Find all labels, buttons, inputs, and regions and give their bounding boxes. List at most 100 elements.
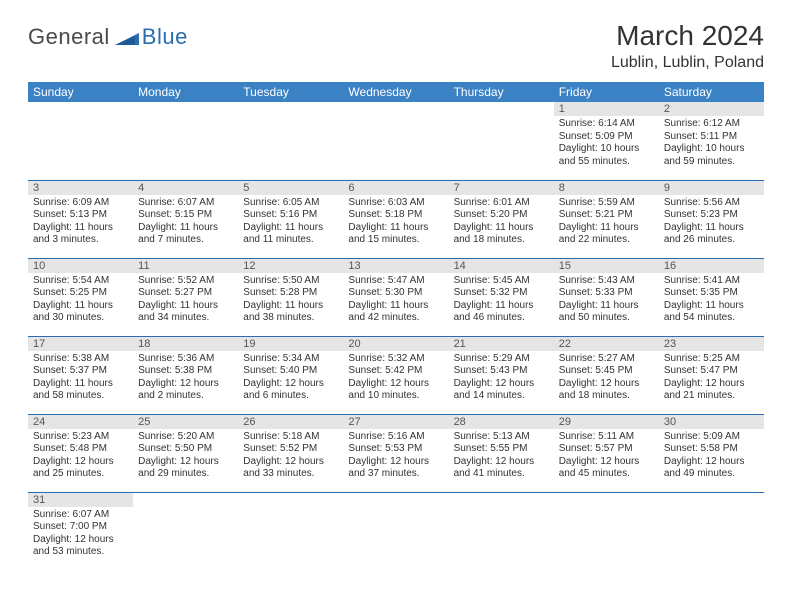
calendar-cell: 24Sunrise: 5:23 AMSunset: 5:48 PMDayligh…: [28, 414, 133, 492]
day-number: 3: [28, 181, 133, 195]
sunrise-text: Sunrise: 5:23 AM: [33, 431, 128, 444]
daylight-text: Daylight: 11 hours and 38 minutes.: [243, 300, 338, 325]
calendar-cell: 2Sunrise: 6:12 AMSunset: 5:11 PMDaylight…: [659, 102, 764, 180]
sunrise-text: Sunrise: 5:52 AM: [138, 275, 233, 288]
daylight-text: Daylight: 11 hours and 42 minutes.: [348, 300, 443, 325]
calendar-cell: 29Sunrise: 5:11 AMSunset: 5:57 PMDayligh…: [554, 414, 659, 492]
day-content: Sunrise: 6:09 AMSunset: 5:13 PMDaylight:…: [28, 195, 133, 251]
sunrise-text: Sunrise: 6:09 AM: [33, 197, 128, 210]
sunset-text: Sunset: 5:38 PM: [138, 365, 233, 378]
day-content: Sunrise: 6:07 AMSunset: 7:00 PMDaylight:…: [28, 507, 133, 563]
calendar-cell: 30Sunrise: 5:09 AMSunset: 5:58 PMDayligh…: [659, 414, 764, 492]
day-content: Sunrise: 5:47 AMSunset: 5:30 PMDaylight:…: [343, 273, 448, 329]
sunrise-text: Sunrise: 6:14 AM: [559, 118, 654, 131]
sunrise-text: Sunrise: 5:47 AM: [348, 275, 443, 288]
sunrise-text: Sunrise: 6:07 AM: [138, 197, 233, 210]
sunrise-text: Sunrise: 5:56 AM: [664, 197, 759, 210]
sunrise-text: Sunrise: 5:13 AM: [454, 431, 549, 444]
day-number: 31: [28, 493, 133, 507]
day-number: 19: [238, 337, 343, 351]
calendar-cell: 20Sunrise: 5:32 AMSunset: 5:42 PMDayligh…: [343, 336, 448, 414]
day-content: Sunrise: 5:59 AMSunset: 5:21 PMDaylight:…: [554, 195, 659, 251]
sunrise-text: Sunrise: 5:29 AM: [454, 353, 549, 366]
sunset-text: Sunset: 5:42 PM: [348, 365, 443, 378]
sunrise-text: Sunrise: 5:25 AM: [664, 353, 759, 366]
daylight-text: Daylight: 11 hours and 30 minutes.: [33, 300, 128, 325]
calendar-cell: 3Sunrise: 6:09 AMSunset: 5:13 PMDaylight…: [28, 180, 133, 258]
day-number: 29: [554, 415, 659, 429]
daylight-text: Daylight: 11 hours and 7 minutes.: [138, 222, 233, 247]
day-content: Sunrise: 5:13 AMSunset: 5:55 PMDaylight:…: [449, 429, 554, 485]
sunrise-text: Sunrise: 5:16 AM: [348, 431, 443, 444]
sunrise-text: Sunrise: 5:41 AM: [664, 275, 759, 288]
calendar-cell: 31Sunrise: 6:07 AMSunset: 7:00 PMDayligh…: [28, 492, 133, 570]
calendar-cell: 8Sunrise: 5:59 AMSunset: 5:21 PMDaylight…: [554, 180, 659, 258]
day-number: 28: [449, 415, 554, 429]
calendar-cell: 9Sunrise: 5:56 AMSunset: 5:23 PMDaylight…: [659, 180, 764, 258]
sunset-text: Sunset: 5:15 PM: [138, 209, 233, 222]
calendar-cell: [659, 492, 764, 570]
sunrise-text: Sunrise: 5:38 AM: [33, 353, 128, 366]
day-content: Sunrise: 6:07 AMSunset: 5:15 PMDaylight:…: [133, 195, 238, 251]
day-number: 30: [659, 415, 764, 429]
sunrise-text: Sunrise: 6:12 AM: [664, 118, 759, 131]
header: General Blue March 2024 Lublin, Lublin, …: [28, 20, 764, 72]
day-content: Sunrise: 5:41 AMSunset: 5:35 PMDaylight:…: [659, 273, 764, 329]
calendar-week: 31Sunrise: 6:07 AMSunset: 7:00 PMDayligh…: [28, 492, 764, 570]
sunset-text: Sunset: 5:30 PM: [348, 287, 443, 300]
daylight-text: Daylight: 11 hours and 50 minutes.: [559, 300, 654, 325]
day-number: 10: [28, 259, 133, 273]
day-number: 20: [343, 337, 448, 351]
logo-text-general: General: [28, 24, 110, 50]
calendar-week: 17Sunrise: 5:38 AMSunset: 5:37 PMDayligh…: [28, 336, 764, 414]
calendar-cell: 22Sunrise: 5:27 AMSunset: 5:45 PMDayligh…: [554, 336, 659, 414]
day-content: Sunrise: 6:05 AMSunset: 5:16 PMDaylight:…: [238, 195, 343, 251]
daylight-text: Daylight: 12 hours and 21 minutes.: [664, 378, 759, 403]
day-content: Sunrise: 5:54 AMSunset: 5:25 PMDaylight:…: [28, 273, 133, 329]
calendar-body: 1Sunrise: 6:14 AMSunset: 5:09 PMDaylight…: [28, 102, 764, 570]
day-content: Sunrise: 5:36 AMSunset: 5:38 PMDaylight:…: [133, 351, 238, 407]
day-number: 17: [28, 337, 133, 351]
sunset-text: Sunset: 7:00 PM: [33, 521, 128, 534]
sunrise-text: Sunrise: 5:36 AM: [138, 353, 233, 366]
calendar-cell: 25Sunrise: 5:20 AMSunset: 5:50 PMDayligh…: [133, 414, 238, 492]
day-content: Sunrise: 5:45 AMSunset: 5:32 PMDaylight:…: [449, 273, 554, 329]
sunset-text: Sunset: 5:55 PM: [454, 443, 549, 456]
daylight-text: Daylight: 12 hours and 25 minutes.: [33, 456, 128, 481]
daylight-text: Daylight: 10 hours and 55 minutes.: [559, 143, 654, 168]
calendar-cell: 21Sunrise: 5:29 AMSunset: 5:43 PMDayligh…: [449, 336, 554, 414]
daylight-text: Daylight: 11 hours and 34 minutes.: [138, 300, 233, 325]
calendar-cell: [449, 102, 554, 180]
month-title: March 2024: [611, 20, 764, 52]
sunset-text: Sunset: 5:53 PM: [348, 443, 443, 456]
sunrise-text: Sunrise: 5:50 AM: [243, 275, 338, 288]
calendar-week: 1 Sunrise: 6:14 AMSunset: 5:09 PMDaylight…: [28, 102, 764, 180]
sunrise-text: Sunrise: 5:32 AM: [348, 353, 443, 366]
day-number: 1: [554, 102, 659, 116]
day-number: 25: [133, 415, 238, 429]
day-header: Wednesday: [343, 82, 448, 102]
day-content: Sunrise: 5:11 AMSunset: 5:57 PMDaylight:…: [554, 429, 659, 485]
daylight-text: Daylight: 12 hours and 2 minutes.: [138, 378, 233, 403]
calendar-cell: 1 Sunrise: 6:14 AMSunset: 5:09 PMDaylight…: [554, 102, 659, 180]
sunrise-text: Sunrise: 5:09 AM: [664, 431, 759, 444]
calendar-cell: 13Sunrise: 5:47 AMSunset: 5:30 PMDayligh…: [343, 258, 448, 336]
sunset-text: Sunset: 5:47 PM: [664, 365, 759, 378]
sunrise-text: Sunrise: 5:45 AM: [454, 275, 549, 288]
day-number: 14: [449, 259, 554, 273]
calendar-cell: [133, 102, 238, 180]
day-content: Sunrise: 5:09 AMSunset: 5:58 PMDaylight:…: [659, 429, 764, 485]
calendar-header-row: SundayMondayTuesdayWednesdayThursdayFrid…: [28, 82, 764, 102]
day-number: 4: [133, 181, 238, 195]
day-header: Saturday: [659, 82, 764, 102]
calendar-cell: 23Sunrise: 5:25 AMSunset: 5:47 PMDayligh…: [659, 336, 764, 414]
calendar-cell: 12Sunrise: 5:50 AMSunset: 5:28 PMDayligh…: [238, 258, 343, 336]
daylight-text: Daylight: 12 hours and 18 minutes.: [559, 378, 654, 403]
sunset-text: Sunset: 5:09 PM: [559, 131, 654, 144]
daylight-text: Daylight: 12 hours and 49 minutes.: [664, 456, 759, 481]
day-header: Thursday: [449, 82, 554, 102]
calendar-cell: 16Sunrise: 5:41 AMSunset: 5:35 PMDayligh…: [659, 258, 764, 336]
day-content: Sunrise: 5:38 AMSunset: 5:37 PMDaylight:…: [28, 351, 133, 407]
calendar-cell: 19Sunrise: 5:34 AMSunset: 5:40 PMDayligh…: [238, 336, 343, 414]
sunrise-text: Sunrise: 6:07 AM: [33, 509, 128, 522]
